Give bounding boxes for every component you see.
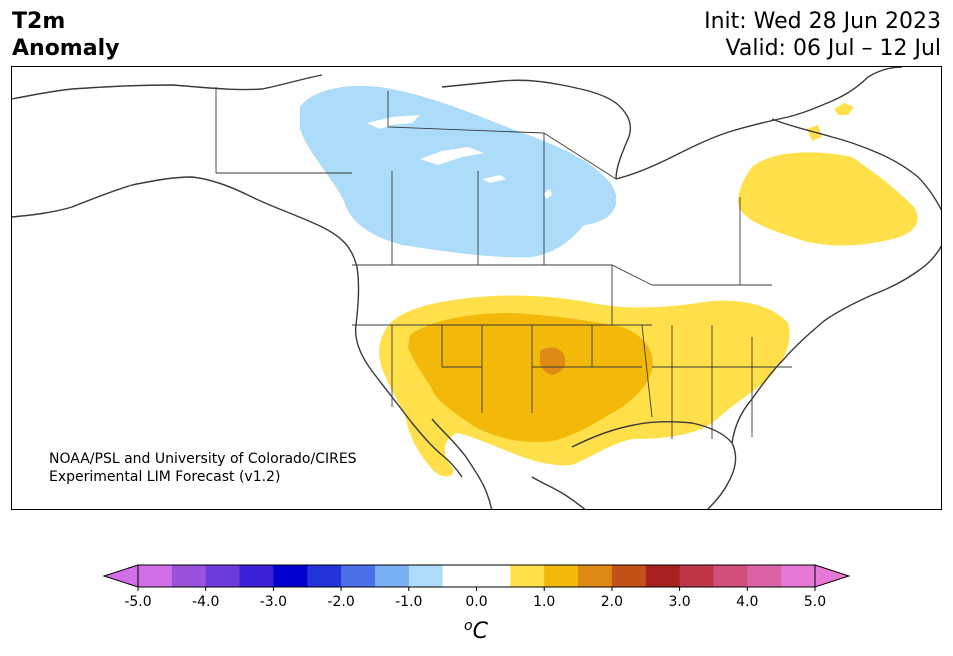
title-line-1: T2m: [12, 9, 66, 34]
colorbar-tick-label: -2.0: [327, 594, 354, 610]
warm-anomaly-us-level3: [539, 347, 566, 375]
cool-anomaly-region: [300, 85, 617, 258]
great-slave-lake: [420, 147, 484, 165]
lake-manitoba: [544, 189, 552, 199]
forecast-dates: Init: Wed 28 Jun 2023 Valid: 06 Jul – 12…: [704, 8, 941, 62]
colorbar-tick-label: 3.0: [668, 594, 690, 610]
colorbar-unit-label: oC: [464, 618, 489, 644]
colorbar-cell: [205, 565, 241, 587]
colorbar-cell: [341, 565, 376, 587]
colorbar-cell: [239, 565, 274, 587]
warm-anomaly-labrador: [834, 103, 854, 115]
colorbar-ticks: -5.0 -4.0 -3.0 -2.0 -1.0 0.0 1.0 2.0 3.0 4.0 5.0: [124, 587, 826, 610]
lake-athabasca: [367, 115, 420, 129]
anomaly-map: [12, 67, 941, 509]
colorbar-cell: [747, 565, 782, 587]
title-line-2: Anomaly: [12, 36, 120, 61]
colorbar-cell: [645, 565, 681, 587]
colorbar-tick-label: 5.0: [804, 594, 826, 610]
colorbar-cell: [510, 565, 545, 587]
colorbar-extend-high: [814, 564, 851, 588]
warm-anomaly-baffin: [807, 125, 822, 141]
credit-text: NOAA/PSL and University of Colorado/CIRE…: [49, 450, 357, 486]
colorbar-extend-low: [102, 564, 139, 588]
colorbar-cell: [307, 565, 342, 587]
warm-anomaly-quebec: [737, 152, 918, 246]
colorbar-cell: [273, 565, 308, 587]
map-title: T2m Anomaly: [12, 8, 119, 62]
coastlines: [12, 67, 941, 509]
credit-line-1: NOAA/PSL and University of Colorado/CIRE…: [49, 451, 357, 467]
colorbar-tick-label: 4.0: [736, 594, 758, 610]
colorbar-tick-label: -4.0: [192, 594, 219, 610]
colorbar-cell: [679, 565, 714, 587]
colorbar-tick-label: -3.0: [260, 594, 287, 610]
colorbar-cell: [442, 565, 477, 587]
lake-winnipeg: [482, 175, 506, 183]
colorbar-cell: [611, 565, 647, 587]
colorbar-cell: [713, 565, 748, 587]
colorbar-cell: [171, 565, 207, 587]
init-date: Init: Wed 28 Jun 2023: [704, 9, 941, 34]
colorbar-cell: [408, 565, 444, 587]
colorbar-cell: [138, 565, 173, 587]
colorbar-cell: [781, 565, 816, 587]
political-borders: [215, 87, 792, 439]
colorbar-cell: [476, 565, 511, 587]
colorbar-tick-label: 2.0: [601, 594, 623, 610]
colorbar-cell: [374, 565, 410, 587]
colorbar-cell: [578, 565, 613, 587]
colorbar-tick-label: 0.0: [465, 594, 487, 610]
map-panel: NOAA/PSL and University of Colorado/CIRE…: [11, 66, 942, 510]
credit-line-2: Experimental LIM Forecast (v1.2): [49, 469, 281, 485]
colorbar-cell: [544, 565, 579, 587]
valid-date: Valid: 06 Jul – 12 Jul: [725, 36, 941, 61]
colorbar-tick-label: -5.0: [124, 594, 151, 610]
colorbar-tick-label: -1.0: [395, 594, 422, 610]
colorbar-cells: [138, 565, 816, 587]
colorbar-tick-label: 1.0: [533, 594, 555, 610]
